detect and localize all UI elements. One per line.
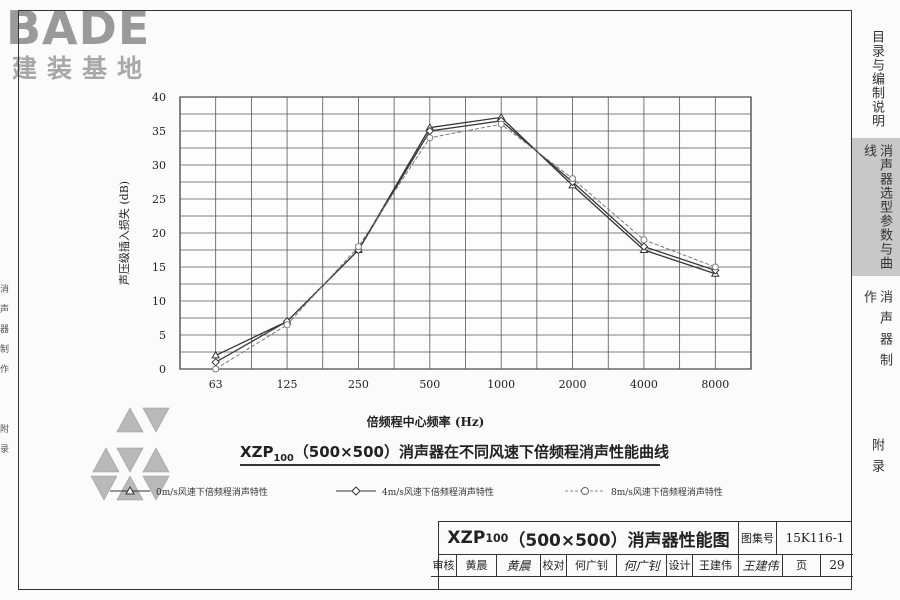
emblem-triangle (116, 407, 144, 433)
x-tick-label: 125 (277, 378, 298, 391)
y-axis-label: 声压级插入损失 (dB) (117, 181, 131, 285)
caption-rest: （500×500）消声器在不同风速下倍频程消声性能曲线 (293, 443, 669, 461)
data-point-circle (497, 120, 505, 128)
series-line-diamond (215, 120, 716, 363)
tab-contents-label: 目录与编制说明 (869, 30, 884, 128)
title-block-row-title: XZP 100 （500×500）消声器性能图 图集号 15K116-1 (439, 522, 853, 555)
title-block-row-signoff: 审核 黄晨 黄晨 校对 何广钊 何广钊 设计 王建伟 王建伟 页 29 (431, 554, 853, 577)
designer-signature: 王建伟 (739, 554, 783, 576)
data-point-circle (640, 236, 648, 244)
caption-prefix: XZP (240, 443, 274, 461)
y-tick-label: 5 (159, 329, 166, 342)
drawing-title-prefix: XZP (447, 528, 486, 548)
x-tick-label: 63 (209, 378, 223, 391)
emblem-triangle (92, 447, 120, 473)
left-margin-strip: 消 声 器 制 作 附 录 (0, 280, 14, 520)
data-point-circle (426, 134, 434, 142)
reviewer-signature: 黄晨 (497, 554, 541, 576)
left-strip-char: 器 (0, 325, 10, 335)
check-label: 校对 (541, 554, 567, 576)
tab-selection-curves[interactable]: 消声器选型参数与曲线 (852, 138, 900, 276)
tab-selection-curves-label: 消声器选型参数与曲线 (861, 144, 892, 270)
y-tick-label: 15 (152, 261, 166, 274)
left-strip-char: 作 (0, 365, 10, 375)
legend-item-0ms: 0m/s风速下倍频程消声特性 (110, 480, 268, 502)
emblem-triangle (142, 407, 170, 433)
emblem-triangle (116, 447, 144, 473)
legend-swatch-circle (565, 487, 605, 495)
y-tick-label: 10 (152, 295, 166, 308)
chart-caption: XZP100（500×500）消声器在不同风速下倍频程消声性能曲线 (240, 440, 669, 466)
tab-contents[interactable]: 目录与编制说明 (852, 30, 900, 140)
data-point-circle (212, 365, 220, 373)
legend-item-8ms: 8m/s风速下倍频程消声特性 (565, 480, 723, 502)
design-label: 设计 (667, 554, 693, 576)
x-tick-label: 8000 (701, 378, 729, 391)
caption-sub: 100 (273, 453, 294, 464)
data-point-circle (711, 263, 719, 271)
logo-subtitle: 建装基地 (12, 54, 153, 83)
y-tick-label: 25 (152, 193, 166, 206)
tab-fabrication-label: 消声器制作 (861, 290, 892, 374)
drawing-title-rest: （500×500）消声器性能图 (508, 530, 730, 551)
data-point-circle (569, 175, 577, 183)
page-label: 页 (783, 554, 821, 576)
data-point-diamond (639, 242, 649, 251)
chapter-tabs: 目录与编制说明 消声器选型参数与曲线 消声器制作 附录 (852, 10, 900, 590)
legend-label: 4m/s风速下倍频程消声特性 (382, 487, 494, 498)
legend-label: 0m/s风速下倍频程消声特性 (156, 487, 268, 498)
data-point-circle (283, 321, 291, 329)
checker-name: 何广钊 (567, 554, 617, 576)
x-tick-label: 1000 (487, 378, 515, 391)
atlas-number: 15K116-1 (785, 531, 845, 545)
reviewer-name: 黄晨 (457, 554, 497, 576)
emblem-triangle (142, 475, 170, 501)
legend-label: 8m/s风速下倍频程消声特性 (611, 487, 723, 498)
y-tick-label: 35 (152, 125, 166, 138)
title-block-bottom-row (439, 576, 853, 591)
left-strip-char: 制 (0, 345, 10, 355)
tab-appendix[interactable]: 附录 (852, 438, 900, 498)
data-point-triangle (211, 350, 221, 359)
drawing-title: XZP 100 （500×500）消声器性能图 (439, 522, 739, 554)
x-tick-label: 4000 (630, 378, 658, 391)
y-tick-label: 40 (152, 91, 166, 104)
x-tick-label: 500 (419, 378, 440, 391)
review-label: 审核 (431, 554, 457, 576)
tab-appendix-label: 附录 (869, 438, 884, 480)
y-tick-label: 30 (152, 159, 166, 172)
legend-item-4ms: 4m/s风速下倍频程消声特性 (336, 480, 494, 502)
emblem-triangle (90, 475, 118, 501)
left-strip-char: 附 (0, 425, 10, 435)
left-strip-char: 消 (0, 285, 10, 295)
x-tick-label: 250 (348, 378, 369, 391)
drawing-frame (18, 10, 852, 590)
page-number: 29 (829, 558, 845, 572)
title-block: XZP 100 （500×500）消声器性能图 图集号 15K116-1 审核 黄晨… (431, 521, 853, 591)
y-tick-label: 0 (159, 363, 166, 376)
y-tick-label: 20 (152, 227, 166, 240)
tab-fabrication[interactable]: 消声器制作 (852, 290, 900, 390)
data-point-circle (354, 243, 362, 251)
checker-signature: 何广钊 (617, 554, 667, 576)
series-line-circle (215, 123, 716, 370)
atlas-label: 图集号 (739, 522, 777, 554)
chart-legend: 0m/s风速下倍频程消声特性 4m/s风速下倍频程消声特性 8m/s风速下倍频程… (110, 480, 790, 502)
drawing-title-sub: 100 (485, 531, 509, 545)
left-strip-char: 录 (0, 445, 10, 455)
left-strip-char: 声 (0, 305, 10, 315)
legend-swatch-diamond (336, 486, 376, 496)
x-tick-label: 2000 (559, 378, 587, 391)
designer-name: 王建伟 (693, 554, 739, 576)
legend-swatch-triangle (110, 485, 150, 495)
emblem-triangle (142, 447, 170, 473)
x-axis-label: 倍频程中心频率 (Hz) (367, 414, 485, 429)
